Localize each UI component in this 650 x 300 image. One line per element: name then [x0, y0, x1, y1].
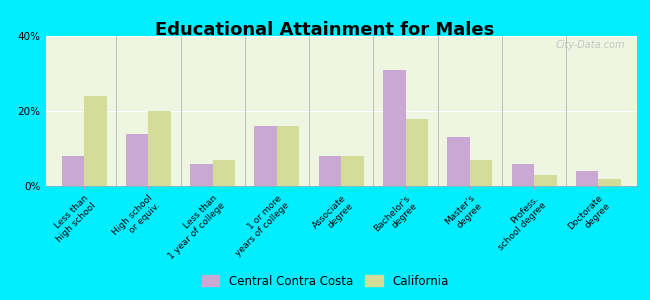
Bar — [213, 160, 235, 186]
Bar — [576, 171, 599, 186]
Bar — [599, 178, 621, 186]
Bar — [406, 118, 428, 186]
Bar — [148, 111, 171, 186]
Bar — [126, 134, 148, 186]
Legend: Central Contra Costa, California: Central Contra Costa, California — [198, 271, 452, 291]
Bar — [470, 160, 492, 186]
Bar — [62, 156, 84, 186]
Text: Educational Attainment for Males: Educational Attainment for Males — [155, 21, 495, 39]
Bar — [534, 175, 556, 186]
Bar — [341, 156, 364, 186]
Bar — [190, 164, 213, 186]
Text: City-Data.com: City-Data.com — [556, 40, 625, 50]
Bar — [383, 70, 406, 186]
Bar — [512, 164, 534, 186]
Bar — [84, 96, 107, 186]
Bar — [277, 126, 300, 186]
Bar — [254, 126, 277, 186]
Bar — [318, 156, 341, 186]
Bar — [447, 137, 470, 186]
